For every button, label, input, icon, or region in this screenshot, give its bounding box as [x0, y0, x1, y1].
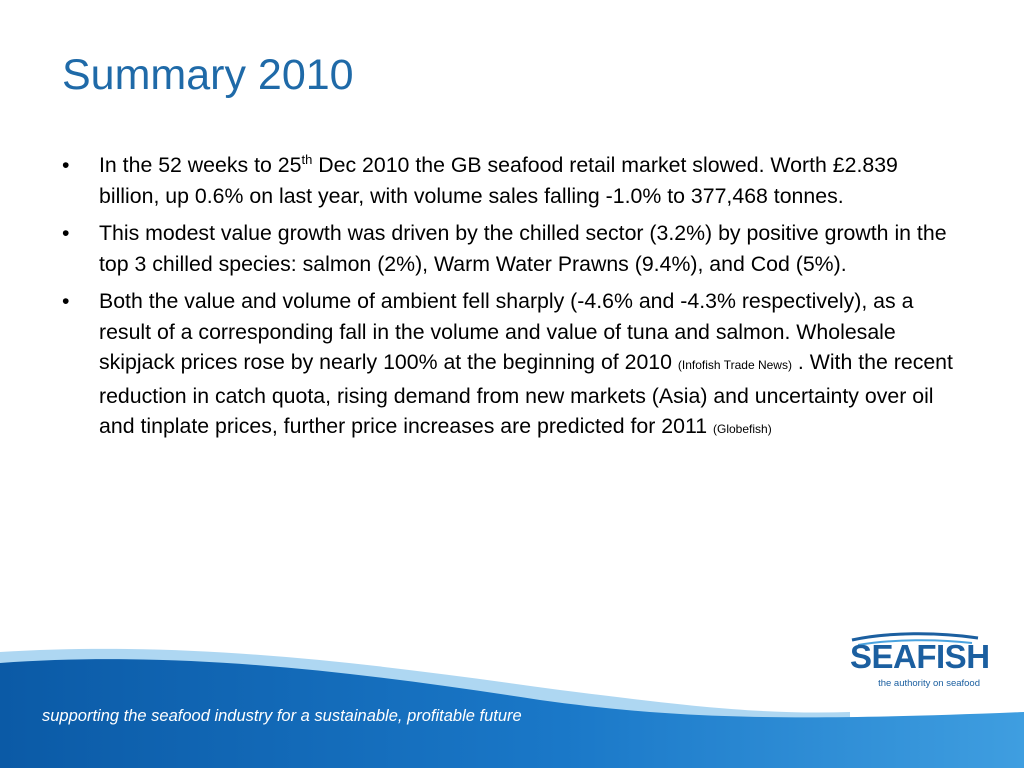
logo-wave-icon — [851, 632, 979, 646]
bullet-text-cont: . With the recent reduction in catch quo… — [99, 350, 953, 438]
slide-title: Summary 2010 — [62, 51, 354, 99]
bullet-text: This modest value growth was driven by t… — [99, 221, 947, 276]
superscript: th — [301, 151, 313, 167]
seafish-logo: SEAFISH the authority on seafood — [848, 630, 990, 694]
bullet-text: In the 52 weeks to 25 — [99, 153, 302, 177]
footer-tagline: supporting the seafood industry for a su… — [42, 707, 522, 725]
bullet-marker: • — [62, 153, 70, 177]
bullet-item: • Both the value and volume of ambient f… — [62, 286, 962, 445]
bullet-text: Both the value and volume of ambient fel… — [99, 289, 914, 374]
logo-wordmark: SEAFISH — [850, 638, 990, 675]
bullet-item: • This modest value growth was driven by… — [62, 218, 962, 279]
source-citation: (Infofish Trade News) — [677, 358, 792, 372]
bullet-item: • In the 52 weeks to 25th Dec 2010 the G… — [62, 150, 962, 211]
bullet-marker: • — [62, 289, 70, 313]
bullet-text-cont: Dec 2010 the GB seafood retail market sl… — [99, 153, 898, 208]
source-citation: (Globefish) — [713, 422, 772, 436]
bullet-list: • In the 52 weeks to 25th Dec 2010 the G… — [62, 150, 962, 452]
logo-tagline: the authority on seafood — [878, 678, 980, 689]
bullet-marker: • — [62, 221, 70, 245]
